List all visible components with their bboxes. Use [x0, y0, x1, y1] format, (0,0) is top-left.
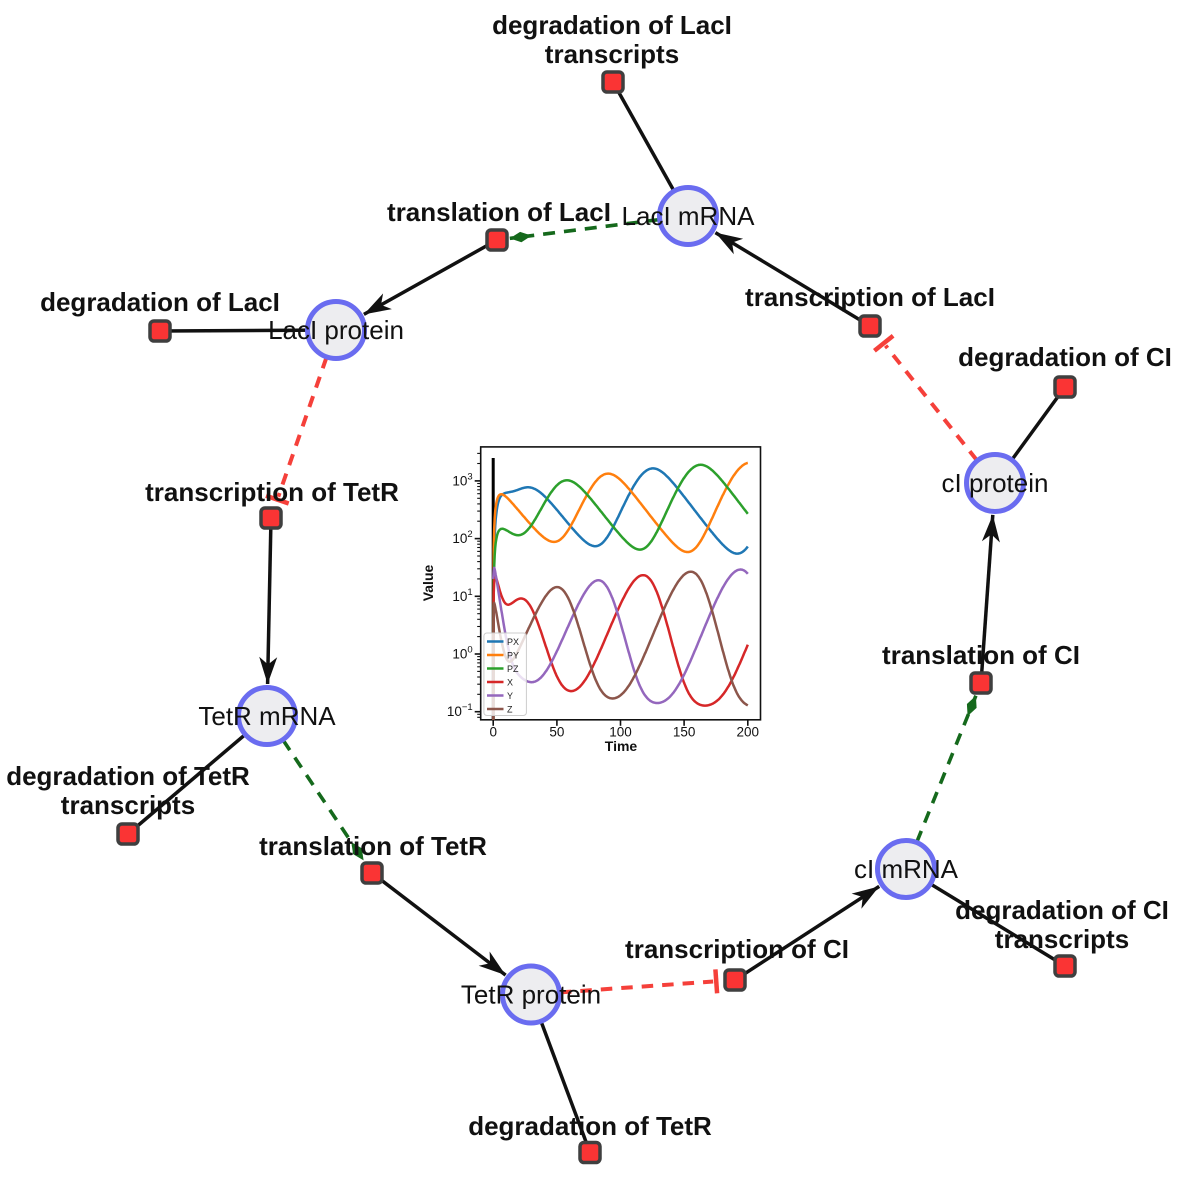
svg-text:TetR mRNA: TetR mRNA	[198, 701, 336, 731]
svg-text:cI protein: cI protein	[942, 468, 1049, 498]
svg-text:transcription of CI: transcription of CI	[625, 934, 849, 964]
svg-text:translation of CI: translation of CI	[882, 640, 1080, 670]
svg-text:LacI mRNA: LacI mRNA	[622, 201, 756, 231]
svg-text:degradation of LacI: degradation of LacI	[492, 10, 732, 40]
svg-text:Time: Time	[605, 738, 638, 754]
svg-text:transcription of TetR: transcription of TetR	[145, 477, 399, 507]
svg-text:degradation of CI: degradation of CI	[958, 342, 1172, 372]
svg-text:Z: Z	[507, 705, 513, 715]
svg-text:degradation of LacI: degradation of LacI	[40, 287, 280, 317]
svg-text:150: 150	[673, 724, 696, 739]
svg-text:LacI protein: LacI protein	[268, 315, 404, 345]
svg-text:degradation of TetR: degradation of TetR	[6, 761, 250, 791]
svg-text:transcripts: transcripts	[545, 39, 679, 69]
svg-text:translation of LacI: translation of LacI	[387, 197, 611, 227]
svg-text:translation of TetR: translation of TetR	[259, 831, 487, 861]
svg-text:200: 200	[737, 724, 760, 739]
svg-text:TetR protein: TetR protein	[461, 980, 601, 1010]
svg-text:degradation of CI: degradation of CI	[955, 895, 1169, 925]
svg-text:cI mRNA: cI mRNA	[854, 854, 959, 884]
svg-text:Y: Y	[507, 691, 513, 701]
svg-text:transcripts: transcripts	[61, 790, 195, 820]
svg-text:PY: PY	[507, 651, 519, 661]
svg-text:PZ: PZ	[507, 664, 519, 674]
svg-text:0: 0	[489, 724, 497, 739]
svg-text:transcription of LacI: transcription of LacI	[745, 282, 995, 312]
svg-text:PX: PX	[507, 637, 519, 647]
svg-text:Value: Value	[420, 565, 436, 602]
svg-text:50: 50	[549, 724, 564, 739]
svg-text:X: X	[507, 678, 513, 688]
svg-text:transcripts: transcripts	[995, 924, 1129, 954]
svg-text:degradation of TetR: degradation of TetR	[468, 1111, 712, 1141]
svg-text:100: 100	[609, 724, 632, 739]
